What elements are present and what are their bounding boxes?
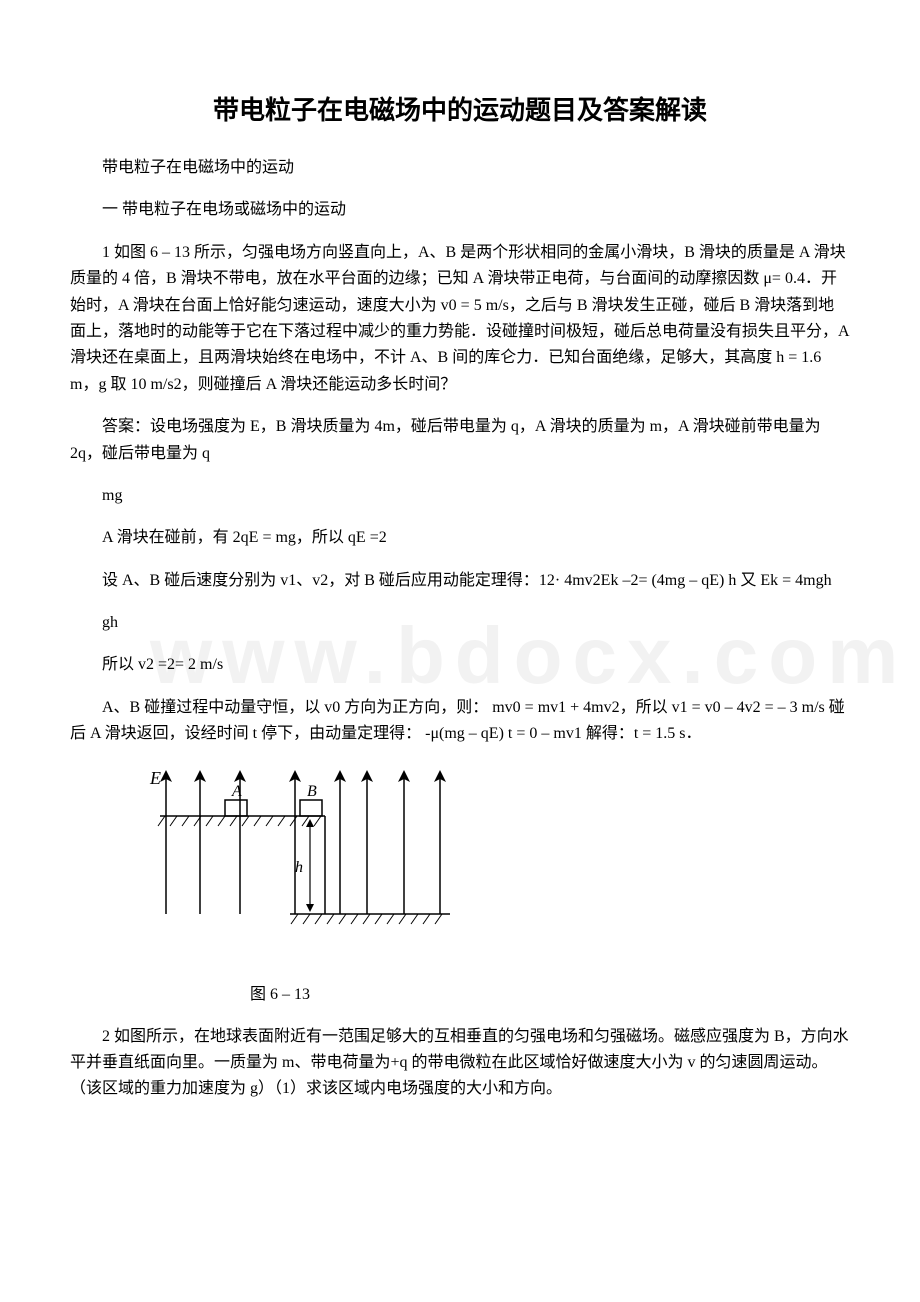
- document-content: 带电粒子在电磁场中的运动题目及答案解读 带电粒子在电磁场中的运动 一 带电粒子在…: [70, 90, 850, 1103]
- answer-v2: 所以 v2 =2= 2 m/s: [70, 652, 850, 678]
- problem-2: 2 如图所示，在地球表面附近有一范围足够大的互相垂直的匀强电场和匀强磁场。磁感应…: [70, 1024, 850, 1103]
- answer-mg: mg: [70, 483, 850, 509]
- problem-1: 1 如图 6 – 13 所示，匀强电场方向竖直向上，A、B 是两个形状相同的金属…: [70, 240, 850, 398]
- answer-gh: gh: [70, 610, 850, 636]
- intro-line-2: 一 带电粒子在电场或磁场中的运动: [70, 197, 850, 223]
- figure-caption: 图 6 – 13: [250, 980, 850, 1004]
- a-label: A: [231, 783, 242, 800]
- answer-setup: 答案：设电场强度为 E，B 滑块质量为 4m，碰后带电量为 q，A 滑块的质量为…: [70, 414, 850, 467]
- h-label: h: [295, 859, 303, 876]
- intro-line-1: 带电粒子在电磁场中的运动: [70, 155, 850, 181]
- answer-momentum: A、B 碰撞过程中动量守恒，以 v0 方向为正方向，则： mv0 = mv1 +…: [70, 695, 850, 748]
- figure-6-13: E A B: [140, 764, 850, 1004]
- e-label: E: [149, 768, 161, 788]
- answer-ke: 设 A、B 碰后速度分别为 v1、v2，对 B 碰后应用动能定理得：12· 4m…: [70, 568, 850, 594]
- answer-qe: A 滑块在碰前，有 2qE = mg，所以 qE =2: [70, 525, 850, 551]
- b-label: B: [307, 783, 317, 800]
- document-title: 带电粒子在电磁场中的运动题目及答案解读: [70, 90, 850, 127]
